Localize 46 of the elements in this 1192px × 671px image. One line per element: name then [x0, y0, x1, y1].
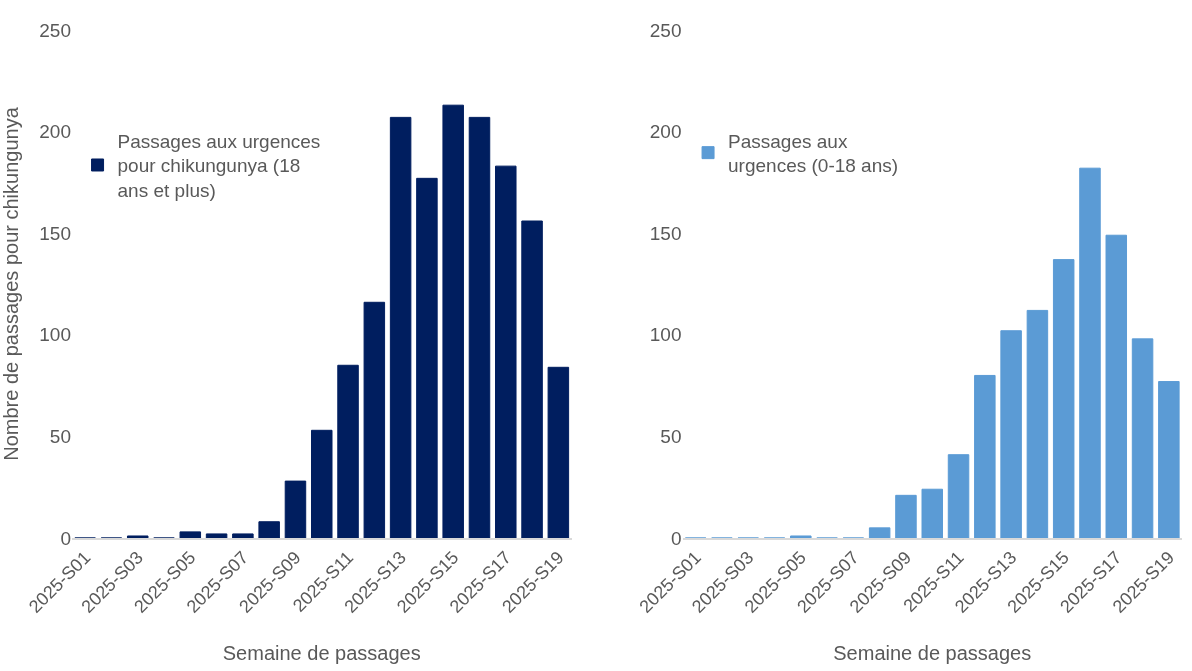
- y-tick-label: 250: [39, 19, 71, 41]
- y-tick-label: 100: [649, 324, 682, 346]
- x-axis-title: Semaine de passages: [222, 641, 421, 664]
- y-tick-label: 50: [49, 426, 71, 448]
- bar: [1079, 167, 1101, 538]
- y-tick-label: 0: [60, 527, 71, 549]
- bar: [258, 521, 280, 538]
- bar: [1105, 234, 1128, 538]
- bar: [205, 533, 228, 538]
- bar: [868, 527, 891, 538]
- bar: [521, 220, 543, 538]
- legend-label: Passages aux urgences pour chikungunya (18 ans et plus): [117, 130, 321, 202]
- bar: [1131, 338, 1154, 538]
- legend-label: Passages aux urgences (0-18 ans): [728, 130, 899, 177]
- bar: [179, 531, 202, 538]
- y-tick-label: 250: [649, 19, 682, 41]
- bar: [1026, 309, 1049, 538]
- bar: [1158, 381, 1180, 538]
- bar: [232, 533, 254, 538]
- y-tick-label: 150: [649, 222, 682, 244]
- bar: [495, 165, 517, 538]
- bar: [284, 480, 307, 538]
- bar: [363, 301, 386, 538]
- y-tick-label: 200: [649, 121, 682, 143]
- y-axis-title: Nombre de passages pour chikungunya: [0, 106, 22, 461]
- y-tick-label: 0: [670, 527, 682, 549]
- bar: [974, 374, 996, 538]
- bar: [895, 494, 917, 538]
- y-tick-label: 150: [39, 222, 71, 244]
- bar: [547, 366, 570, 538]
- bar: [416, 177, 438, 538]
- bar: [126, 535, 149, 538]
- bar: [921, 488, 943, 538]
- bar: [1000, 330, 1022, 538]
- x-axis-title: Semaine de passages: [833, 641, 1032, 664]
- bar: [468, 116, 491, 538]
- bar: [337, 364, 359, 538]
- bar: [790, 535, 812, 538]
- bar: [1052, 259, 1075, 538]
- bar: [947, 454, 970, 538]
- y-tick-label: 50: [660, 426, 682, 448]
- y-tick-label: 200: [39, 121, 71, 143]
- y-tick-label: 100: [39, 324, 71, 346]
- bar: [311, 429, 333, 538]
- bar: [442, 104, 464, 538]
- bar: [389, 116, 412, 538]
